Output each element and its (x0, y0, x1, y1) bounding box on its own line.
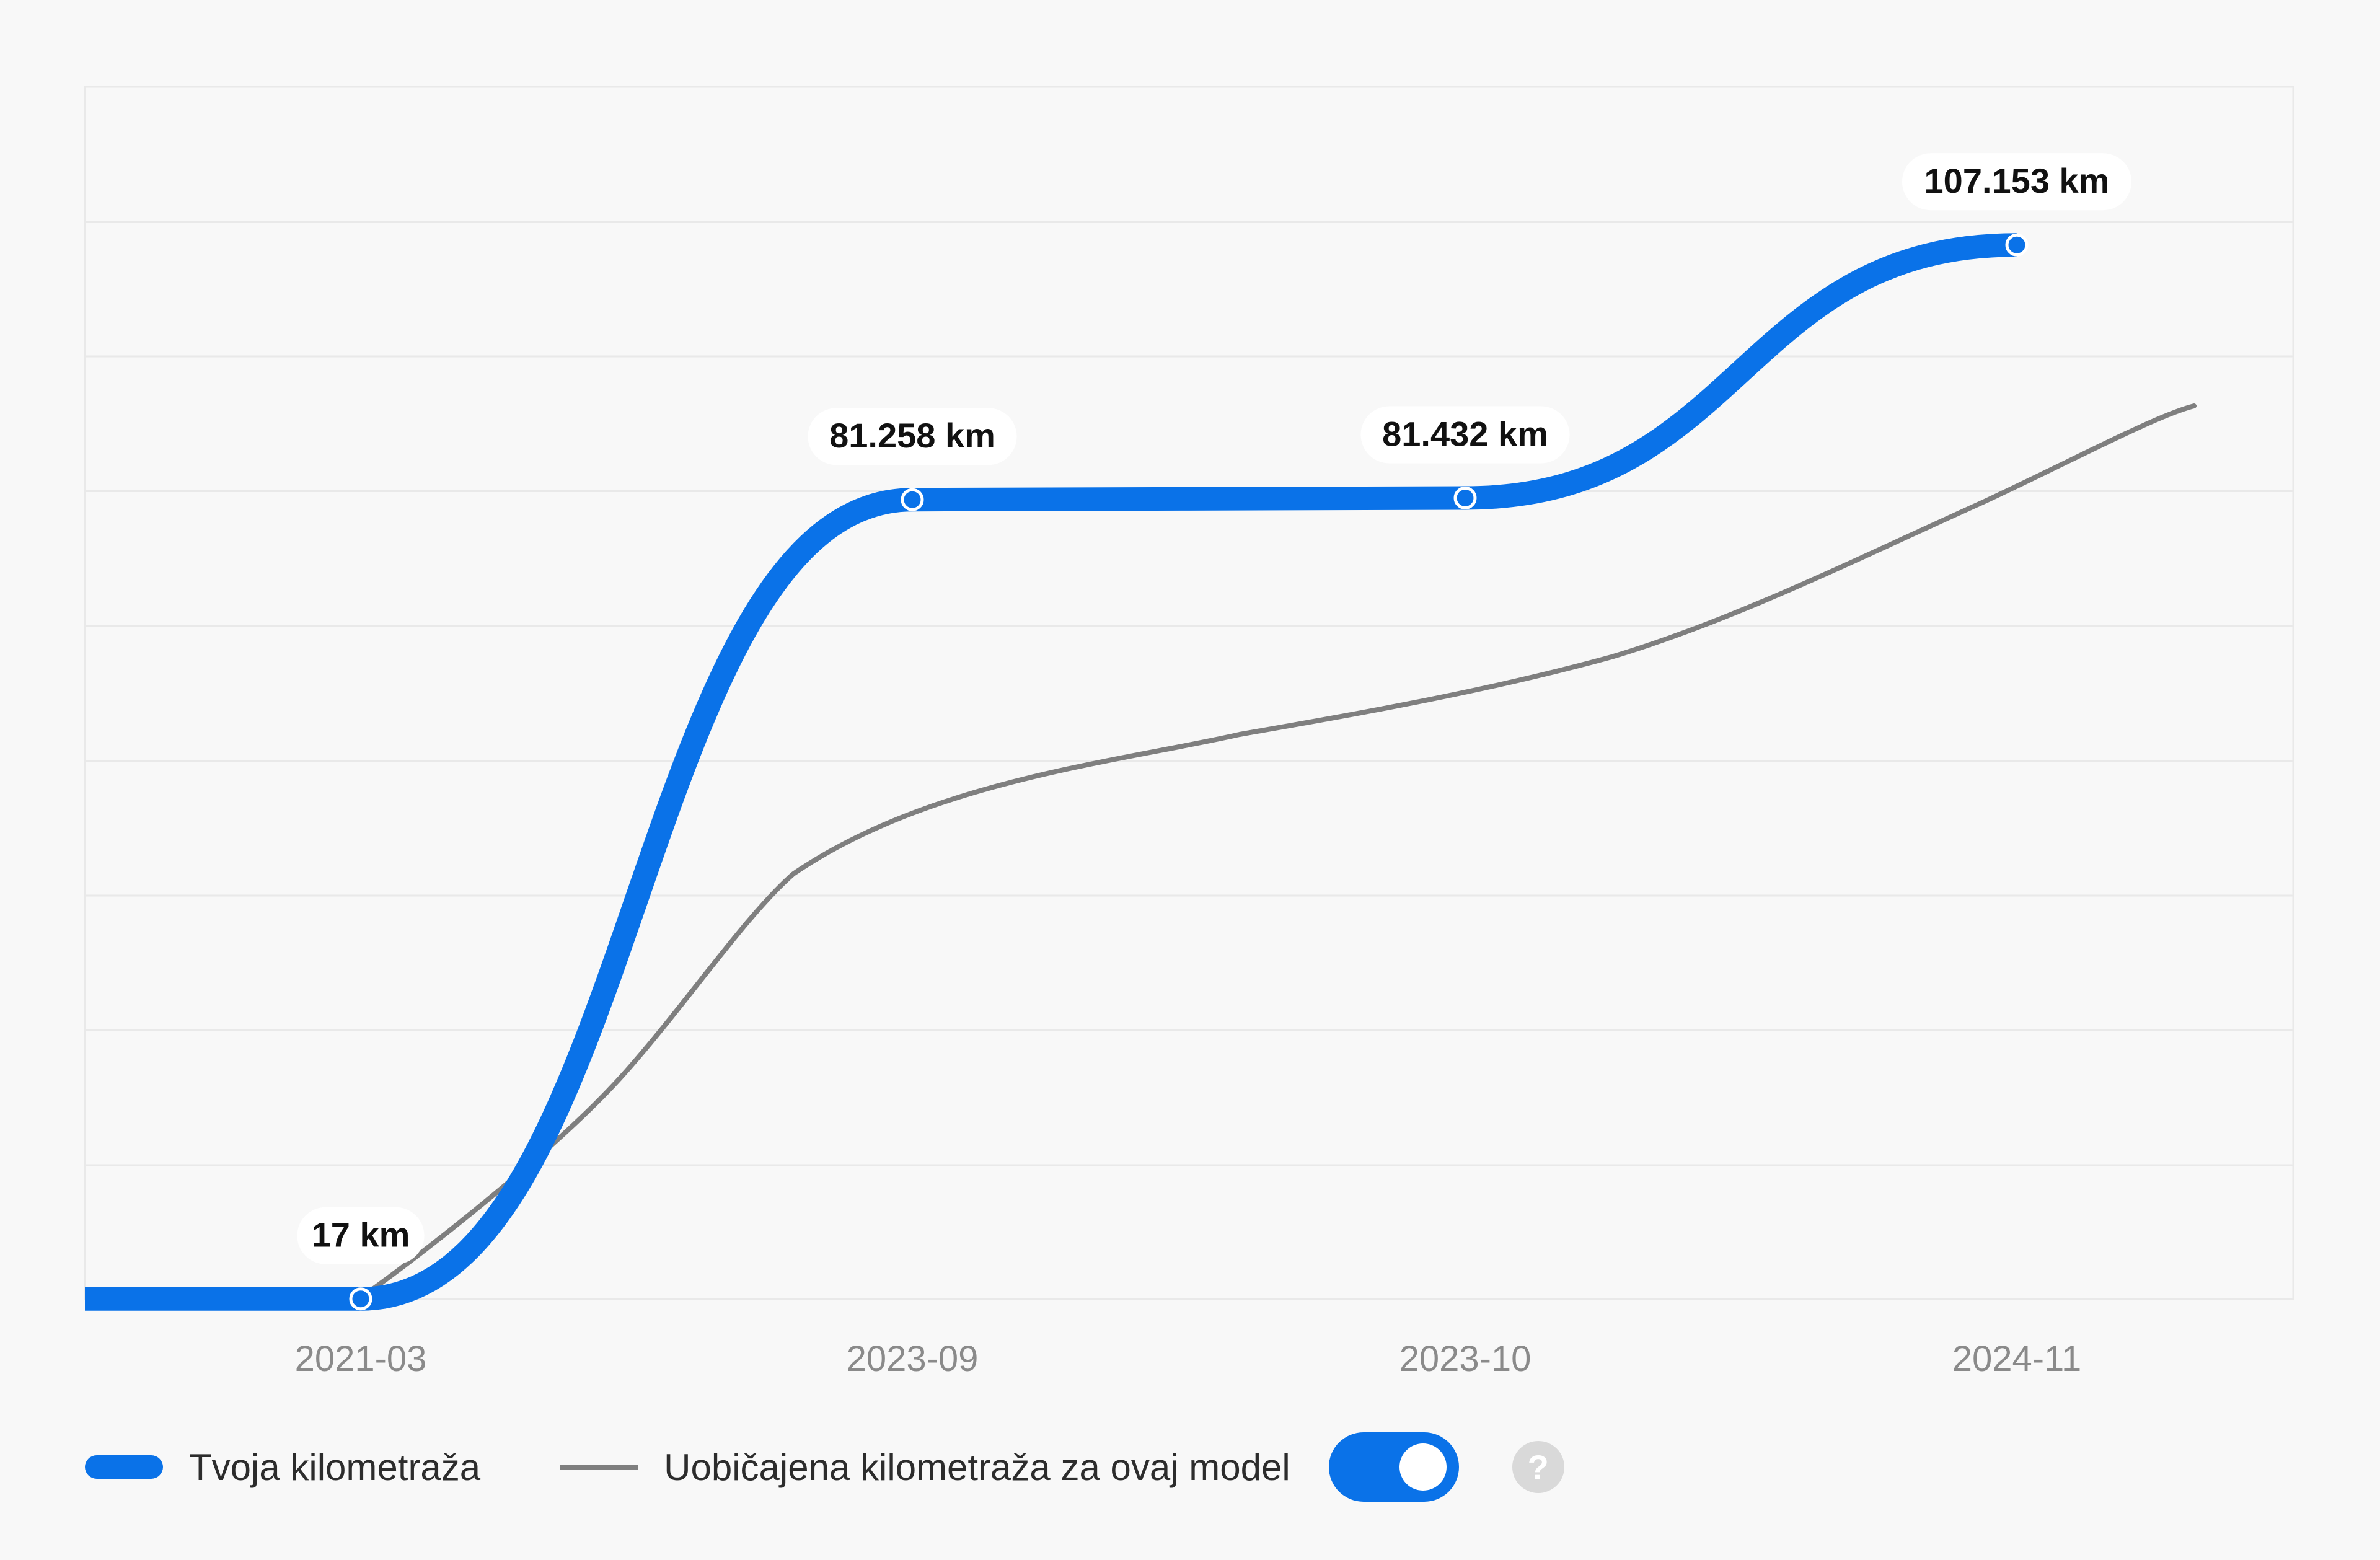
chart-legend: Tvoja kilometraža Uobičajena kilometraža… (85, 1432, 1564, 1502)
typical-mileage-toggle[interactable] (1328, 1432, 1459, 1502)
legend-label-user: Tvoja kilometraža (189, 1446, 481, 1488)
data-label: 81.258 km (829, 416, 995, 455)
legend-item-typical: Uobičajena kilometraža za ovaj model (480, 1446, 1290, 1489)
user-mileage-line (85, 233, 2017, 1311)
x-tick-label: 2024-11 (1952, 1339, 2082, 1379)
data-label-bg (1902, 153, 2131, 211)
x-tick-label: 2021-03 (295, 1339, 427, 1379)
data-point[interactable] (349, 1287, 372, 1311)
data-point[interactable] (901, 488, 924, 511)
x-tick-label: 2023-10 (1399, 1339, 1532, 1379)
toggle-knob (1399, 1443, 1447, 1491)
data-label-bg (1360, 406, 1570, 464)
x-tick-label: 2023-09 (847, 1339, 979, 1379)
data-label: 17 km (312, 1215, 410, 1254)
data-point[interactable] (2005, 233, 2029, 257)
grid-lines (84, 86, 2294, 1300)
question-icon[interactable]: ? (1512, 1441, 1564, 1493)
data-point[interactable] (1453, 486, 1477, 509)
typical-mileage-line (358, 403, 2197, 1300)
legend-label-typical: Uobičajena kilometraža za ovaj model (664, 1446, 1290, 1488)
legend-swatch-typical (560, 1465, 638, 1470)
data-label-bg (297, 1207, 425, 1264)
plot-frame (84, 86, 2294, 1300)
legend-swatch-user (85, 1455, 163, 1479)
data-label-bg (808, 408, 1017, 465)
data-label: 107.153 km (1924, 161, 2110, 200)
data-label: 81.432 km (1382, 414, 1548, 453)
legend-item-user: Tvoja kilometraža (85, 1446, 480, 1489)
